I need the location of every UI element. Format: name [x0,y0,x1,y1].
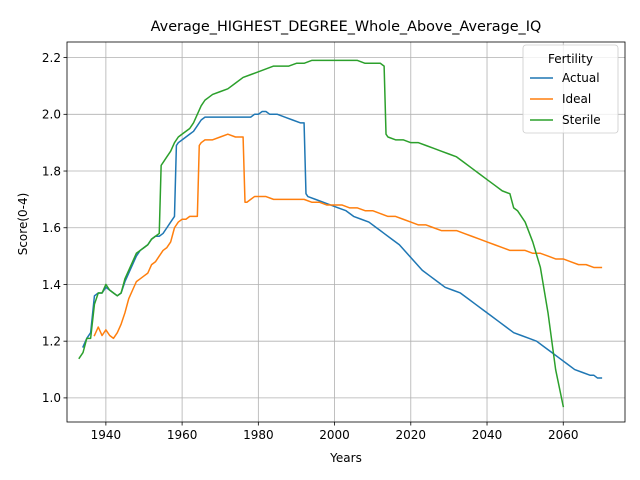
x-tick-label: 1940 [91,428,122,442]
legend-label-ideal: Ideal [562,92,591,106]
legend: Fertility Actual Ideal Sterile [522,44,619,134]
x-tick-label: 2000 [319,428,350,442]
legend-label-sterile: Sterile [562,113,601,127]
y-tick-label: 1.0 [42,391,61,405]
y-tick-label: 1.6 [42,221,61,235]
plot-frame [66,41,626,423]
x-axis-title: Years [329,451,362,465]
y-tick-label: 2.0 [42,108,61,122]
legend-box [522,44,619,134]
y-tick-label: 1.4 [42,278,61,292]
chart-title: Average_HIGHEST_DEGREE_Whole_Above_Avera… [151,19,542,35]
y-axis-title: Score(0-4) [16,193,30,256]
x-tick-label: 2020 [396,428,427,442]
legend-entries: Actual Ideal Sterile [530,71,601,127]
grid [67,42,625,422]
series-line-sterile [78,59,565,408]
y-tick-label: 1.2 [42,334,61,348]
x-tick-label: 2040 [472,428,503,442]
legend-label-actual: Actual [562,71,600,85]
x-tick-label: 1980 [243,428,274,442]
x-tick-label: 1960 [167,428,198,442]
series-lines [78,59,603,408]
y-tick-label: 1.8 [42,164,61,178]
x-tick-label: 2060 [548,428,579,442]
x-axis-ticks: 1940 1960 1980 2000 2020 2040 2060 [91,422,579,442]
legend-title: Fertility [548,52,593,66]
y-tick-label: 2.2 [42,51,61,65]
series-line-ideal [93,133,603,340]
y-axis-ticks: 1.0 1.2 1.4 1.6 1.8 2.0 2.2 [42,51,67,405]
